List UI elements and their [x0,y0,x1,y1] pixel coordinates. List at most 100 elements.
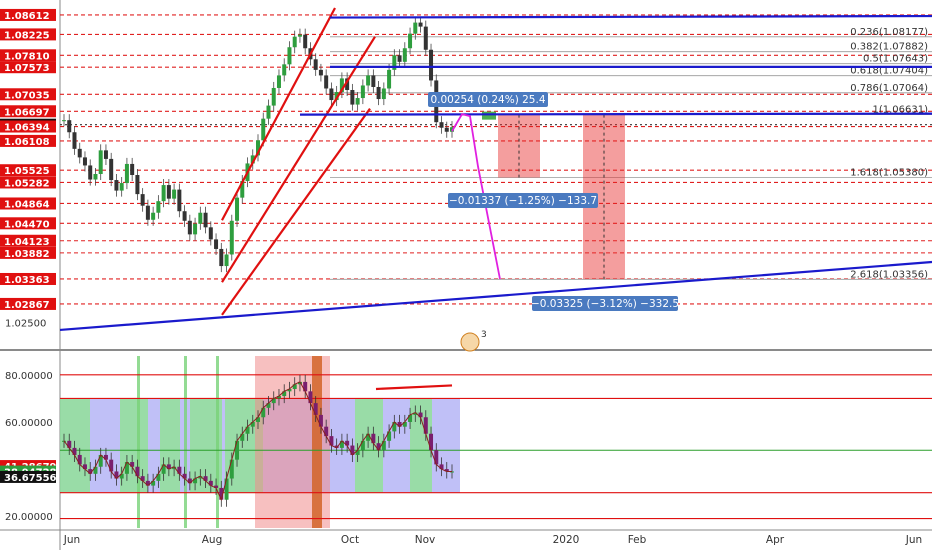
osc-candle [444,469,449,472]
osc-candle [98,454,103,467]
price-candle [224,254,229,267]
osc-candle [287,388,292,392]
price-candle [376,86,381,100]
osc-candle [324,426,329,437]
price-axis-badge-label: 1.04864 [4,199,50,210]
price-axis-badge [0,105,56,118]
price-axis-badge-label: 1.03363 [4,275,50,286]
trendline-neckline [299,112,932,116]
price-candle [93,174,98,180]
osc-candle [392,421,397,432]
price-candle [208,227,213,240]
osc-zone-stripe [184,356,187,528]
price-candle [392,55,397,70]
price-candle [229,220,234,255]
osc-candle [439,464,444,470]
price-candle [72,132,77,149]
price-candle [114,180,119,191]
osc-candle [151,480,156,486]
price-axis-badge [0,234,56,247]
osc-zone-peak [312,356,322,528]
price-candle [103,150,108,159]
osc-axis-badge [0,470,56,483]
price-candle [151,212,156,220]
osc-candle [109,459,114,472]
osc-candle [429,433,434,451]
measure-box [448,193,598,208]
price-candle [387,69,392,89]
price-candle [193,223,198,235]
price-axis-badge-label: 1.05282 [4,178,50,189]
osc-axis-tick: 80.00000 [5,371,53,382]
price-candle [297,34,302,37]
price-axis-badge [0,28,56,41]
osc-candle [203,476,208,481]
price-candle [214,239,219,249]
fib-level-label: 0.618(1.07404) [850,66,928,77]
price-candle [256,140,260,156]
price-axis-badge [0,246,56,259]
osc-candle [313,403,318,415]
price-axis-badge [0,61,56,74]
price-candle [324,75,329,89]
osc-candle [219,487,224,500]
osc-candle [119,473,124,479]
osc-candle [423,417,428,434]
time-axis-tick: Jun [905,534,922,546]
fib-level-label: 2.618(1.03356) [850,269,928,280]
trendline-support [59,260,932,332]
osc-candle [376,443,381,451]
price-candle [156,201,161,213]
channel-upper [221,7,336,221]
osc-candle [145,480,150,486]
fib-level-label: 0.5(1.07643) [863,54,928,65]
osc-candle [434,450,439,465]
price-candle [381,88,386,100]
osc-candle [93,466,98,474]
osc-candle [297,381,302,385]
oscillator-panel[interactable]: 80.0000060.0000020.0000041.2867938.94728… [0,356,932,528]
osc-candle [366,433,371,441]
price-candle [366,75,371,86]
osc-candle [229,459,234,479]
price-candle [408,33,413,49]
price-axis-badge-label: 1.05525 [4,166,50,177]
osc-candle [156,473,161,481]
osc-candle [266,403,271,408]
osc-candle [135,466,140,477]
fib-level-label: 0.382(1.07882) [850,42,928,53]
price-candle [145,205,150,220]
price-candle [313,59,318,70]
osc-candle [224,478,229,500]
price-axis-badge [0,197,56,210]
price-candle [67,120,72,133]
osc-candle [397,421,402,427]
price-candle [119,183,124,191]
osc-candle [187,478,192,484]
price-candle [350,89,355,105]
price-candle [371,75,376,87]
osc-candle [82,464,87,470]
osc-axis-tick: 60.00000 [5,418,53,429]
price-candle [292,36,297,48]
price-candle [77,148,82,158]
price-axis-badge-label: 1.08225 [4,30,50,41]
time-axis-tick: 2020 [553,534,580,546]
price-axis-badge [0,164,56,177]
price-axis-badge [0,176,56,189]
price-candle [235,197,240,221]
price-candle [303,34,308,49]
time-axis-tick: Aug [202,534,223,546]
trendline-top [329,14,932,19]
price-candle [250,155,255,164]
osc-candle [271,398,276,404]
osc-candle [381,440,386,451]
osc-candle [292,384,297,389]
osc-candle [303,381,308,392]
osc-candle [318,414,323,427]
price-axis-badge-label: 1.06697 [4,107,50,118]
osc-zone-green [160,398,180,493]
fib-level-label: 1(1.06631) [872,105,928,116]
